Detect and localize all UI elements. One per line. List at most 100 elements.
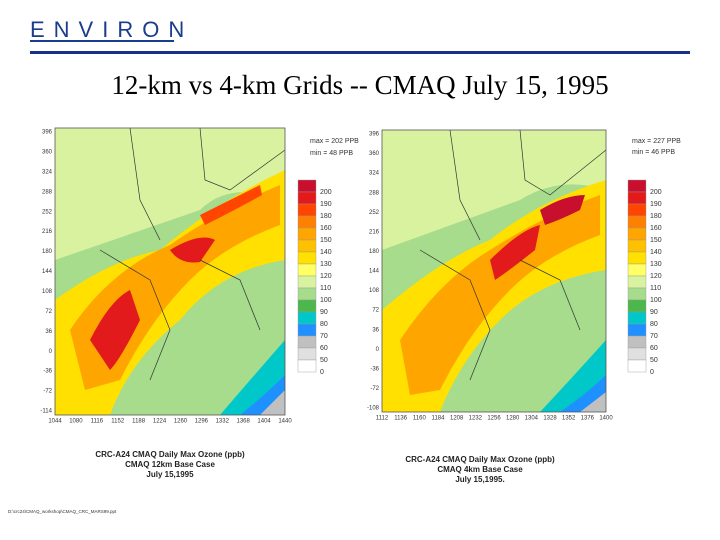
legend-swatch [297, 251, 317, 265]
y-tick-label: 144 [369, 269, 380, 275]
y-tick-label: 36 [372, 327, 379, 333]
legend-swatch [297, 263, 317, 277]
legend-swatch [627, 179, 647, 193]
x-tick-label: 1404 [257, 419, 271, 425]
legend-label: 200 [320, 189, 332, 196]
x-tick-label: 1136 [394, 416, 408, 422]
y-tick-label: 180 [42, 249, 53, 255]
legend-swatch [297, 239, 317, 253]
legend-swatch [297, 311, 317, 325]
legend-label: 120 [650, 273, 662, 280]
x-tick-label: 1080 [69, 419, 83, 425]
y-tick-label: 180 [369, 249, 380, 255]
min-label: min = 46 PPB [632, 149, 675, 156]
legend-label: 200 [650, 189, 662, 196]
legend-label: 80 [650, 321, 658, 328]
left-map [54, 127, 286, 416]
legend-swatch [627, 299, 647, 313]
legend-swatch [627, 347, 647, 361]
x-tick-label: 1116 [91, 419, 104, 425]
legend-swatch [627, 275, 647, 289]
legend-label: 0 [320, 369, 324, 376]
caption: July 15,1995. [455, 475, 504, 484]
legend-label: 130 [650, 261, 662, 268]
legend-swatch [627, 323, 647, 337]
legend-swatch [297, 215, 317, 229]
legend-swatch [627, 263, 647, 277]
legend-label: 140 [650, 249, 662, 256]
x-tick-label: 1188 [132, 419, 146, 425]
x-tick-label: 1260 [174, 419, 188, 425]
y-tick-label: 144 [42, 269, 53, 275]
x-tick-label: 1044 [48, 419, 62, 425]
legend-label: 0 [650, 369, 654, 376]
y-tick-label: 216 [42, 229, 53, 235]
legend-swatch [297, 227, 317, 241]
legend-label: 70 [650, 333, 658, 340]
y-tick-label: 72 [45, 309, 52, 315]
legend-label: 100 [320, 297, 332, 304]
legend-swatch [297, 179, 317, 193]
logo-underline [30, 40, 174, 42]
y-tick-label: 252 [369, 210, 380, 216]
legend-label: 190 [320, 201, 332, 208]
legend-label: 110 [650, 285, 661, 292]
caption: CRC-A24 CMAQ Daily Max Ozone (ppb) [405, 455, 555, 464]
y-tick-label: 36 [45, 329, 52, 335]
x-tick-label: 1208 [450, 416, 464, 422]
legend-label: 60 [650, 345, 658, 352]
legend-label: 80 [320, 321, 328, 328]
legend-swatch [297, 287, 317, 301]
max-label: max = 202 PPB [310, 138, 359, 145]
x-tick-label: 1400 [599, 416, 613, 422]
max-label: max = 227 PPB [632, 138, 681, 145]
x-tick-label: 1328 [543, 416, 557, 422]
x-tick-label: 1160 [413, 416, 427, 422]
y-tick-label: 324 [369, 171, 380, 177]
legend-swatch [297, 203, 317, 217]
legend-swatch [297, 323, 317, 337]
legend-swatch [627, 335, 647, 349]
footer-path: D:\crc24\CMAQ_workshop\CMAQ_CRC_MARS99.p… [8, 509, 117, 514]
caption: CMAQ 4km Base Case [437, 465, 523, 474]
y-tick-label: -36 [43, 369, 52, 375]
x-tick-label: 1352 [562, 416, 576, 422]
legend-swatch [627, 191, 647, 205]
x-tick-label: 1304 [525, 416, 539, 422]
legend-swatch [297, 347, 317, 361]
x-tick-label: 1184 [432, 416, 446, 422]
y-tick-label: 72 [372, 308, 379, 314]
legend-label: 90 [650, 309, 658, 316]
y-tick-label: 288 [369, 190, 380, 196]
legend-label: 110 [320, 285, 331, 292]
y-tick-label: 252 [42, 209, 53, 215]
legend-swatch [627, 311, 647, 325]
y-tick-label: 360 [42, 150, 53, 156]
x-tick-label: 1296 [195, 419, 209, 425]
y-tick-label: 324 [42, 169, 53, 175]
legend-label: 180 [320, 213, 332, 220]
legend-label: 180 [650, 213, 662, 220]
legend-swatch [627, 215, 647, 229]
min-label: min = 48 PPB [310, 150, 353, 157]
legend-label: 160 [650, 225, 662, 232]
legend-swatch [627, 239, 647, 253]
legend-label: 120 [320, 273, 332, 280]
legend-label: 160 [320, 225, 332, 232]
y-tick-label: -114 [40, 409, 52, 415]
legend-label: 70 [320, 333, 328, 340]
x-tick-label: 1368 [237, 419, 251, 425]
x-tick-label: 1256 [487, 416, 501, 422]
y-tick-label: 396 [42, 130, 53, 136]
x-tick-label: 1280 [506, 416, 520, 422]
legend-swatch [297, 191, 317, 205]
y-tick-label: 108 [42, 289, 53, 295]
legend-swatch [627, 251, 647, 265]
legend-swatch [627, 359, 647, 373]
legend-swatch [627, 227, 647, 241]
legend-swatch [297, 359, 317, 373]
legend-label: 140 [320, 249, 332, 256]
caption: CRC-A24 CMAQ Daily Max Ozone (ppb) [95, 450, 245, 459]
x-tick-label: 1376 [581, 416, 595, 422]
